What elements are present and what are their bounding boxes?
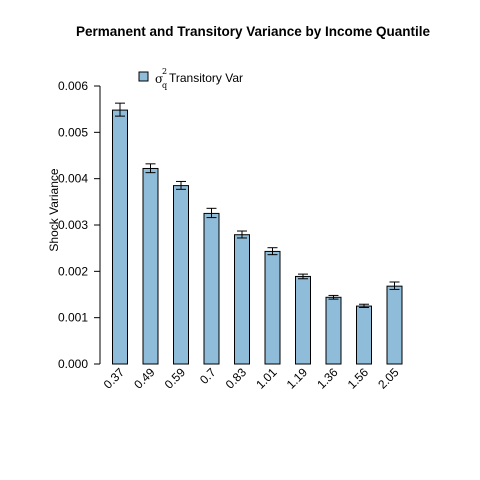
y-tick-label: 0.002 <box>58 264 88 278</box>
legend-superscript: 2 <box>162 67 167 76</box>
x-tick-label: 1.36 <box>314 365 341 392</box>
legend-subscript: q <box>162 81 167 90</box>
bar <box>173 185 189 365</box>
bar <box>112 109 128 365</box>
legend-symbol: σ <box>155 72 163 86</box>
y-tick-label: 0.004 <box>58 172 88 186</box>
y-tick-label: 0.005 <box>58 125 88 139</box>
y-axis-label: Shock Variance <box>47 168 61 251</box>
y-tick-label: 0.001 <box>58 311 88 325</box>
x-tick-label: 1.01 <box>253 365 280 392</box>
x-tick-label: 0.59 <box>162 365 189 392</box>
x-axis-ticks: 0.37 0.49 0.59 0.7 0.83 1.01 1.19 1.36 1.56 2.05 <box>101 365 402 392</box>
legend-swatch <box>138 71 149 82</box>
legend-entry: Transitory Var <box>169 71 243 85</box>
x-tick-label: 0.49 <box>131 365 158 392</box>
x-tick-label: 1.56 <box>345 365 372 392</box>
bar <box>325 296 342 365</box>
bars <box>112 102 403 365</box>
x-tick-label: 0.83 <box>223 365 250 392</box>
legend: σ 2 q Transitory Var <box>138 67 243 90</box>
y-axis: 0.000 0.001 0.002 0.003 0.004 0.005 0.006 <box>58 79 101 371</box>
y-tick-label: 0.003 <box>58 218 88 232</box>
bar <box>264 250 281 365</box>
x-tick-label: 1.19 <box>284 365 311 392</box>
bar <box>295 275 311 365</box>
bar <box>386 285 403 365</box>
y-tick-label: 0.006 <box>58 79 88 93</box>
svg-text:σ: σ <box>155 72 163 86</box>
bar <box>234 234 250 365</box>
x-tick-label: 2.05 <box>375 365 402 392</box>
y-tick-label: 0.000 <box>58 357 88 371</box>
x-tick-label: 0.37 <box>101 365 128 392</box>
bar <box>356 305 372 365</box>
bar <box>142 167 159 365</box>
chart-title: Permanent and Transitory Variance by Inc… <box>76 24 431 39</box>
bar <box>203 212 220 365</box>
x-tick-label: 0.7 <box>197 365 219 387</box>
